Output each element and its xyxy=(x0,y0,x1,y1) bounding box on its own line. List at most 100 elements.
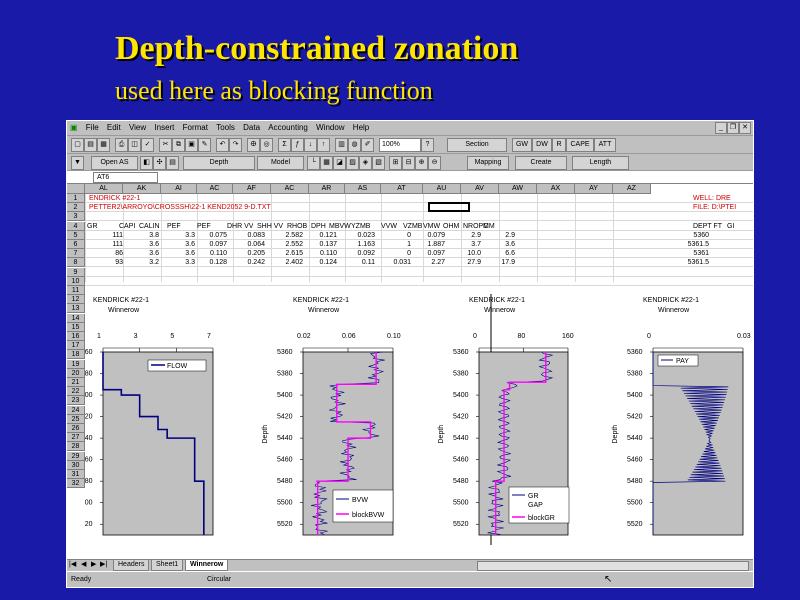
undo-icon[interactable]: ↶ xyxy=(216,138,229,152)
row-header[interactable]: 3 xyxy=(67,212,85,222)
print-icon[interactable]: ⎙ xyxy=(115,138,128,152)
table-cell[interactable]: 0.110 xyxy=(210,250,227,258)
map-icon[interactable]: ◍ xyxy=(348,138,361,152)
column-header[interactable]: AU xyxy=(423,184,461,194)
column-label-cell[interactable]: VMW xyxy=(423,222,441,230)
table-cell[interactable]: 27.9 xyxy=(467,259,481,267)
column-label-cell[interactable]: DEPT FT xyxy=(693,222,723,230)
create-button[interactable]: Create xyxy=(515,156,567,170)
column-label-cell[interactable]: DPH xyxy=(311,222,326,230)
table-cell[interactable]: 3.2 xyxy=(149,259,159,267)
table-cell[interactable]: 0.124 xyxy=(319,259,337,267)
column-label-cell[interactable]: VVW xyxy=(381,222,397,230)
column-label-cell[interactable]: OHM xyxy=(443,222,460,230)
chart-wizard-icon[interactable]: ▥ xyxy=(335,138,348,152)
row-header[interactable]: 2 xyxy=(67,203,85,213)
row-header[interactable]: 14 xyxy=(67,313,85,323)
filter-icon[interactable]: ▼ xyxy=(71,156,84,170)
table-cell[interactable]: 86 xyxy=(115,250,123,258)
row-header[interactable]: 19 xyxy=(67,359,85,369)
table-cell[interactable]: 6.6 xyxy=(505,250,515,258)
zoom-out-icon[interactable]: ⊖ xyxy=(428,156,441,170)
column-header[interactable]: AR xyxy=(309,184,345,194)
row-header[interactable]: 30 xyxy=(67,460,85,470)
tab-scroll-prev-icon[interactable]: ◀ xyxy=(81,561,87,568)
row-header[interactable]: 10 xyxy=(67,276,85,286)
column-header[interactable]: AL xyxy=(85,184,123,194)
chart-tool-icon-e[interactable]: ◈ xyxy=(359,156,372,170)
cell-r1-well-label[interactable]: WELL: DRE xyxy=(693,195,731,202)
row-header[interactable]: 13 xyxy=(67,304,85,314)
row-header[interactable]: 25 xyxy=(67,414,85,424)
table-cell[interactable]: 10.0 xyxy=(467,250,481,258)
select-all-corner[interactable] xyxy=(67,184,85,194)
column-header[interactable]: AX xyxy=(537,184,575,194)
chart-tool-icon-d[interactable]: ▨ xyxy=(346,156,359,170)
table-cell[interactable]: 2.615 xyxy=(285,250,303,258)
zoom-in-icon[interactable]: ⊕ xyxy=(415,156,428,170)
row-header[interactable]: 23 xyxy=(67,396,85,406)
chart-tool-icon-f[interactable]: ▧ xyxy=(372,156,385,170)
tool-icon-b[interactable]: ✣ xyxy=(153,156,166,170)
table-cell[interactable]: 2.402 xyxy=(285,259,303,267)
column-label-cell[interactable]: MBVW xyxy=(329,222,351,230)
row-header[interactable]: 8 xyxy=(67,258,85,268)
column-label-cell[interactable]: MM xyxy=(483,222,495,230)
zoom-select[interactable]: 100% xyxy=(379,138,421,152)
r-button[interactable]: R xyxy=(552,138,566,152)
sort-asc-icon[interactable]: ↓ xyxy=(304,138,317,152)
cell-r2-file-label[interactable]: FILE: D:\PTEI xyxy=(693,204,737,211)
table-cell[interactable]: 3.7 xyxy=(471,241,481,248)
cell-r2-file-path[interactable]: PETTER2\ARROYO\CROSSSH\22-1 KEND2052 9-D… xyxy=(89,204,271,211)
column-header[interactable]: AZ xyxy=(613,184,651,194)
table-cell[interactable]: 2.9 xyxy=(471,231,481,239)
table-cell[interactable]: 0.023 xyxy=(357,231,375,239)
preview-icon[interactable]: ◫ xyxy=(128,138,141,152)
new-icon[interactable]: ▢ xyxy=(71,138,84,152)
table-cell[interactable]: 0.083 xyxy=(247,231,265,239)
column-header[interactable]: AT xyxy=(381,184,423,194)
table-cell[interactable]: 1.163 xyxy=(357,241,375,248)
chart-tool-icon-g[interactable]: ⊞ xyxy=(389,156,402,170)
table-cell[interactable]: 0.242 xyxy=(247,259,265,267)
column-label-cell[interactable]: GR xyxy=(87,222,98,230)
tab-winnerow[interactable]: Winnerow xyxy=(185,560,229,571)
table-cell[interactable]: 0.110 xyxy=(320,250,337,258)
dw-button[interactable]: DW xyxy=(532,138,552,152)
copy-icon[interactable]: ⧉ xyxy=(172,138,185,152)
table-cell[interactable]: 17.9 xyxy=(501,259,515,267)
menu-insert[interactable]: Insert xyxy=(154,123,175,132)
mapping-button[interactable]: Mapping xyxy=(467,156,509,170)
minimize-icon[interactable]: _ xyxy=(715,122,727,134)
tool-icon-a[interactable]: ◧ xyxy=(140,156,153,170)
table-cell[interactable]: 0.11 xyxy=(361,259,375,267)
menu-data[interactable]: Data xyxy=(243,123,261,132)
menu-file[interactable]: File xyxy=(85,123,99,132)
table-cell[interactable]: 1.887 xyxy=(427,241,445,248)
tool-icon-c[interactable]: ▤ xyxy=(166,156,179,170)
table-cell[interactable]: 3.6 xyxy=(185,250,195,258)
menu-window[interactable]: Window xyxy=(316,123,345,132)
table-cell[interactable]: 0.097 xyxy=(427,250,445,258)
length-button[interactable]: Length xyxy=(572,156,629,170)
hyperlink-icon[interactable]: 🜨 xyxy=(247,138,260,152)
table-cell[interactable]: 2.582 xyxy=(285,231,303,239)
att-button[interactable]: ATT xyxy=(594,138,616,152)
row-header[interactable]: 29 xyxy=(67,451,85,461)
column-header[interactable]: AW xyxy=(499,184,537,194)
row-header[interactable]: 21 xyxy=(67,378,85,387)
row-header[interactable]: 1 xyxy=(67,194,85,203)
table-cell[interactable]: 3.6 xyxy=(149,250,159,258)
gw-button[interactable]: GW xyxy=(512,138,532,152)
table-cell[interactable]: 111 xyxy=(112,231,123,239)
column-header[interactable]: AF xyxy=(233,184,271,194)
tab-scroll-first-icon[interactable]: |◀ xyxy=(69,561,77,568)
column-label-cell[interactable]: NROPC xyxy=(463,222,489,230)
cell-r1-well-name[interactable]: ENDRICK #22-1 xyxy=(89,195,141,202)
table-cell[interactable]: 1 xyxy=(407,241,411,248)
drawing-icon[interactable]: ✐ xyxy=(361,138,374,152)
column-header[interactable]: AV xyxy=(461,184,499,194)
help-icon[interactable]: ? xyxy=(421,138,434,152)
column-label-cell[interactable]: VZMB xyxy=(403,222,423,230)
table-cell[interactable]: 0 xyxy=(407,250,411,258)
